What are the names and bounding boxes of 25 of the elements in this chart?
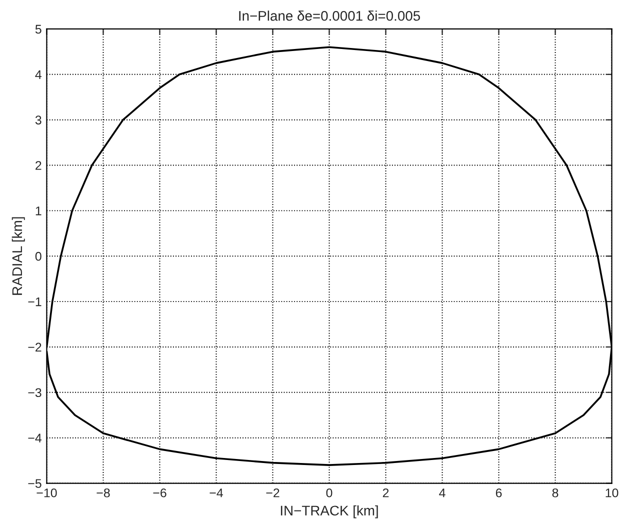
- x-tick-label: 2: [382, 488, 389, 498]
- y-tick-label: −4: [28, 434, 42, 442]
- x-tick-label: 4: [439, 488, 446, 498]
- y-tick-label: −1: [28, 297, 42, 306]
- x-tick-label: 10: [606, 488, 618, 498]
- y-tick-label: 1: [36, 206, 42, 216]
- y-tick-label: 5: [35, 24, 42, 34]
- y-tick-label: 2: [36, 161, 42, 170]
- x-tick-label: −8: [96, 488, 110, 498]
- y-tick-label: −2: [28, 342, 42, 352]
- y-axis-title: RADIAL [km]: [12, 217, 25, 295]
- y-tick-label: −5: [28, 479, 42, 488]
- x-tick-label: −2: [266, 488, 280, 498]
- x-tick-label: 6: [496, 488, 502, 498]
- y-tick-label: −3: [28, 388, 42, 398]
- x-tick-label: −6: [153, 488, 166, 498]
- x-tick-label: −10: [36, 488, 57, 498]
- x-tick-label: 8: [552, 488, 558, 498]
- y-tick-label: 4: [35, 70, 42, 79]
- x-axis-title: IN−TRACK [km]: [280, 505, 378, 518]
- y-tick-label: 3: [35, 116, 42, 124]
- chart-title: In−Plane δe=0.0001 δi=0.005: [239, 10, 420, 21]
- x-tick-label: −4: [210, 488, 224, 498]
- y-tick-label: 0: [35, 252, 42, 261]
- x-tick-label: 0: [326, 488, 332, 498]
